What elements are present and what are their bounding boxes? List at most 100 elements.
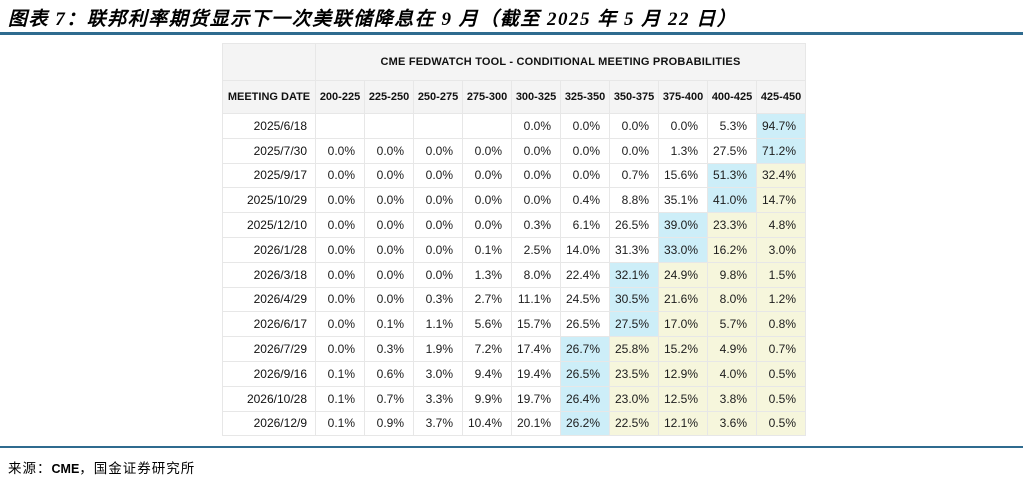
source-line: 来源：CME，国金证券研究所 <box>8 457 195 477</box>
probability-cell: 3.0% <box>755 236 807 263</box>
meeting-date-cell: 2026/3/18 <box>222 261 316 288</box>
footer-divider-rule <box>0 446 1023 448</box>
probability-cell: 0.0% <box>413 212 463 238</box>
probability-cell: 32.4% <box>755 162 807 189</box>
probability-cell: 0.0% <box>364 212 414 238</box>
table-row: 2026/6/17 0.0% 0.1% 1.1% 5.6% 15.7% 26.5% 27.5%… <box>222 311 807 338</box>
probability-cell: 0.0% <box>315 286 365 313</box>
table-row: 2026/1/28 0.0% 0.0% 0.0% 0.1% 2.5% 14.0% 31.3% 3… <box>222 236 807 263</box>
probability-cell: 0.1% <box>315 385 365 412</box>
meeting-date-cell: 2026/9/16 <box>222 360 316 387</box>
probability-cell: 30.5% <box>609 286 659 313</box>
probability-cell: 0.1% <box>315 360 365 387</box>
probability-cell: 0.0% <box>413 236 463 263</box>
table-row: 2025/10/29 0.0% 0.0% 0.0% 0.0% 0.0% 0.4% 8.8% 35… <box>222 187 807 214</box>
probability-cell: 26.7% <box>560 336 610 362</box>
probability-cell: 3.3% <box>413 385 463 412</box>
probability-cell: 0.0% <box>315 187 365 214</box>
probability-cell: 0.0% <box>364 187 414 214</box>
probability-cell <box>462 113 512 139</box>
fedwatch-probabilities-table: CME FEDWATCH TOOL - CONDITIONAL MEETING … <box>222 43 807 437</box>
probability-cell: 15.2% <box>658 336 708 362</box>
probability-cell <box>364 113 414 139</box>
probability-cell: 2.7% <box>462 286 512 313</box>
probability-cell: 32.1% <box>609 261 659 288</box>
probability-cell: 14.0% <box>560 236 610 263</box>
meeting-date-cell: 2025/10/29 <box>222 187 316 214</box>
probability-cell: 0.0% <box>364 236 414 263</box>
probability-cell: 1.1% <box>413 311 463 338</box>
corner-empty-cell <box>222 43 316 81</box>
probability-cell: 7.2% <box>462 336 512 362</box>
probability-cell: 0.0% <box>658 113 708 139</box>
meeting-date-cell: 2026/12/9 <box>222 410 316 437</box>
probability-cell: 26.5% <box>560 360 610 387</box>
probability-cell: 5.6% <box>462 311 512 338</box>
figure-title: 图表 7：联邦利率期货显示下一次美联储降息在 9 月（截至 2025 年 5 月… <box>8 9 738 30</box>
probability-cell: 0.3% <box>364 336 414 362</box>
probability-cell: 0.8% <box>755 311 807 338</box>
meeting-date-cell: 2026/7/29 <box>222 336 316 362</box>
probability-cell: 0.0% <box>413 187 463 214</box>
probability-cell: 0.0% <box>364 162 414 189</box>
probability-cell <box>413 113 463 139</box>
probability-cell: 0.0% <box>364 286 414 313</box>
rate-column-header: 300-325 <box>511 80 561 114</box>
probability-cell: 15.6% <box>658 162 708 189</box>
probability-cell: 0.0% <box>315 336 365 362</box>
probability-cell: 0.3% <box>511 212 561 238</box>
table-row: 2026/12/9 0.1% 0.9% 3.7% 10.4% 20.1% 26.2% 22.5… <box>222 410 807 437</box>
rate-column-header: 200-225 <box>315 80 365 114</box>
probability-cell: 0.0% <box>609 137 659 164</box>
probability-cell: 1.3% <box>462 261 512 288</box>
probability-cell: 0.0% <box>462 137 512 164</box>
probability-cell: 3.0% <box>413 360 463 387</box>
probability-cell: 0.9% <box>364 410 414 437</box>
probability-cell: 4.9% <box>707 336 757 362</box>
probability-cell: 3.8% <box>707 385 757 412</box>
probability-cell: 0.7% <box>755 336 807 362</box>
probability-cell: 17.0% <box>658 311 708 338</box>
probability-cell: 27.5% <box>707 137 757 164</box>
probability-cell: 3.7% <box>413 410 463 437</box>
probability-cell: 0.7% <box>609 162 659 189</box>
probability-cell: 1.2% <box>755 286 807 313</box>
rate-column-header: 350-375 <box>609 80 659 114</box>
meeting-date-cell: 2026/6/17 <box>222 311 316 338</box>
probability-cell: 0.3% <box>413 286 463 313</box>
rate-column-header: 325-350 <box>560 80 610 114</box>
probability-cell: 0.0% <box>413 261 463 288</box>
probability-cell: 11.1% <box>511 286 561 313</box>
probability-cell: 0.1% <box>364 311 414 338</box>
probability-cell: 0.1% <box>315 410 365 437</box>
meeting-date-cell: 2026/1/28 <box>222 236 316 263</box>
probability-cell: 0.0% <box>462 187 512 214</box>
probability-cell: 12.9% <box>658 360 708 387</box>
probability-cell <box>315 113 365 139</box>
probability-cell: 5.7% <box>707 311 757 338</box>
meeting-date-cell: 2025/12/10 <box>222 212 316 238</box>
meeting-date-cell: 2025/9/17 <box>222 162 316 189</box>
probability-cell: 27.5% <box>609 311 659 338</box>
probability-cell: 1.3% <box>658 137 708 164</box>
probability-cell: 0.4% <box>560 187 610 214</box>
probability-cell: 22.4% <box>560 261 610 288</box>
probability-cell: 0.0% <box>511 113 561 139</box>
rate-column-header: 400-425 <box>707 80 757 114</box>
probability-cell: 26.4% <box>560 385 610 412</box>
source-name: CME <box>51 462 80 476</box>
rate-column-header: 275-300 <box>462 80 512 114</box>
probability-cell: 0.5% <box>755 385 807 412</box>
table-row: 2026/7/29 0.0% 0.3% 1.9% 7.2% 17.4% 26.7% 25.8%… <box>222 336 807 362</box>
probability-cell: 0.0% <box>364 137 414 164</box>
probability-cell: 26.2% <box>560 410 610 437</box>
table-row: 2025/12/10 0.0% 0.0% 0.0% 0.0% 0.3% 6.1% 26.5% 3… <box>222 212 807 238</box>
probability-cell: 0.0% <box>560 162 610 189</box>
probability-cell: 0.1% <box>462 236 512 263</box>
probability-cell: 20.1% <box>511 410 561 437</box>
probability-cell: 19.4% <box>511 360 561 387</box>
probability-cell: 0.6% <box>364 360 414 387</box>
rate-column-header: 425-450 <box>755 80 807 114</box>
probability-cell: 6.1% <box>560 212 610 238</box>
